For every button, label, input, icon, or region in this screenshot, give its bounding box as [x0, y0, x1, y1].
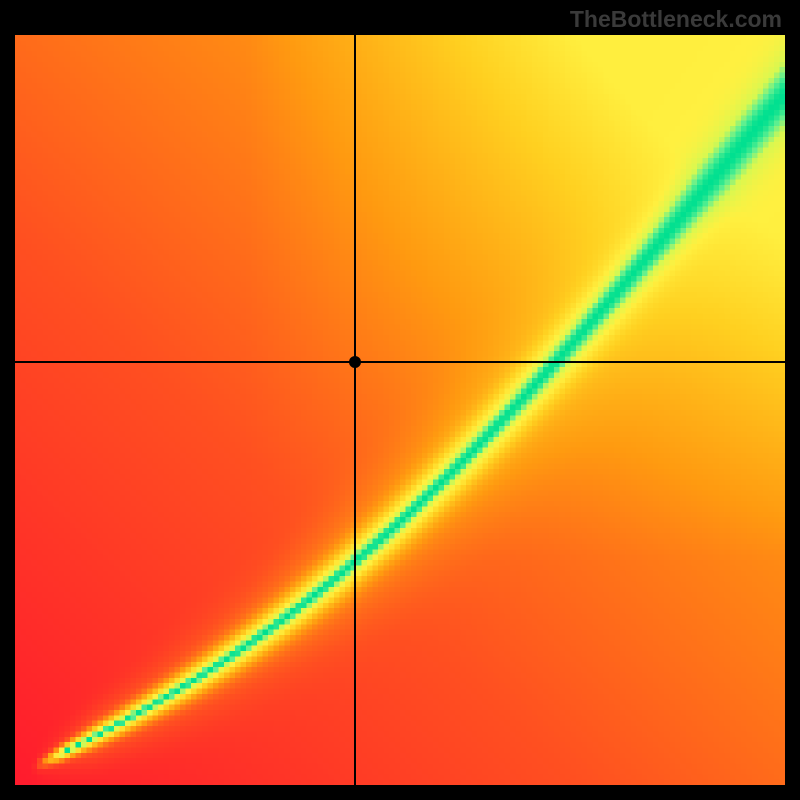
crosshair-horizontal	[15, 361, 785, 363]
heatmap-plot	[15, 35, 785, 785]
crosshair-marker-dot	[349, 356, 361, 368]
watermark-text: TheBottleneck.com	[570, 6, 782, 33]
crosshair-vertical	[354, 35, 356, 785]
heatmap-canvas	[15, 35, 785, 785]
